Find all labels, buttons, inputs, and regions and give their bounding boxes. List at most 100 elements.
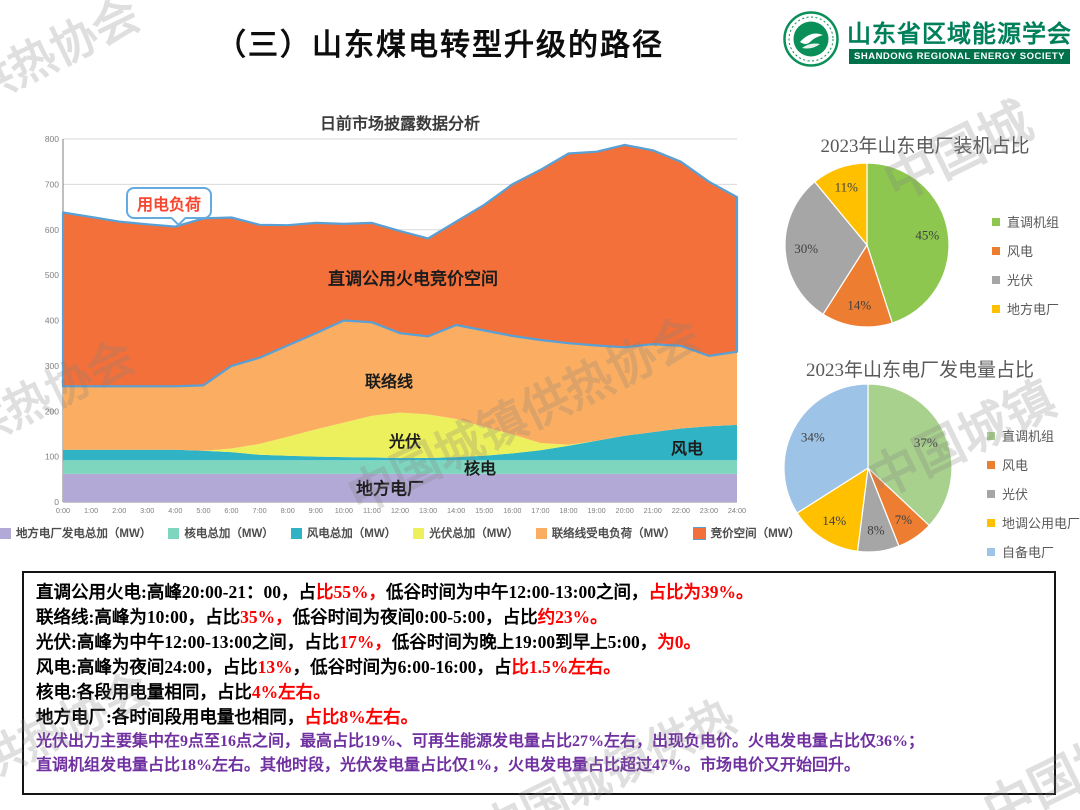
pie-legend-swatch [992, 246, 1000, 255]
pie-legend-label: 光伏 [1002, 487, 1029, 502]
pie-slice [866, 162, 950, 324]
society-logo: 山东省区域能源学会 SHANDONG REGIONAL ENERGY SOCIE… [782, 10, 1072, 68]
pie-data-label: 8% [867, 523, 885, 538]
pie-legend-item: 直调机组 [987, 426, 1080, 445]
pie-legend-swatch [987, 460, 995, 469]
pie-slice [796, 466, 869, 552]
x-tick-label: 23:00 [700, 506, 718, 515]
note-segment: ，低谷时间为6:00-16:00，占 [292, 657, 512, 677]
pie-legend-label: 地方电厂 [1007, 302, 1060, 317]
x-tick-label: 2:00 [112, 506, 126, 515]
area-label-solar: 光伏 [388, 434, 422, 451]
load-line [61, 143, 739, 388]
note-line: 风电:高峰为夜间24:00，占比13%，低谷时间为6:00-16:00，占比1.… [36, 655, 1042, 680]
x-tick-label: 19:00 [587, 506, 605, 515]
pie-legend-label: 直调机组 [1002, 429, 1055, 444]
x-tick-label: 13:00 [419, 506, 437, 515]
note-segment: 低谷时间为中午12:00-13:00之间， [385, 582, 649, 602]
pie-legend-swatch [987, 547, 995, 556]
pie-legend-item: 风电 [992, 241, 1059, 260]
area-label-tie-line: 联络线 [364, 374, 414, 391]
note-segment: 比1.5%左右。 [511, 657, 621, 677]
society-name-en: SHANDONG REGIONAL ENERGY SOCIETY [849, 49, 1070, 64]
area-series [63, 424, 737, 461]
pie-data-label: 34% [801, 430, 825, 445]
pie-legend-label: 直调机组 [1007, 215, 1060, 230]
area-label-wind: 风电 [670, 441, 704, 458]
note-segment: 13% [257, 657, 293, 677]
note-segment: 低谷时间为晚上19:00到早上5:00， [391, 632, 658, 652]
x-tick-label: 11:00 [363, 506, 381, 515]
x-tick-label: 24:00 [728, 506, 746, 515]
generation-share-pie-chart: 37% 7% 8% 14% 34% [783, 383, 953, 553]
y-tick-label: 500 [45, 270, 59, 280]
x-tick-label: 15:00 [475, 506, 493, 515]
x-tick-label: 17:00 [531, 506, 549, 515]
pie-data-label: 30% [794, 241, 818, 256]
x-tick-label: 3:00 [140, 506, 154, 515]
x-tick-label: 10:00 [335, 506, 353, 515]
note-segment: 地方电厂:各时间段用电量也相同， [36, 707, 305, 727]
area-label-nuclear: 核电 [463, 461, 497, 478]
y-tick-label: 300 [45, 361, 59, 371]
area-label-bidding-space: 直调公用火电竞价空间 [328, 269, 498, 289]
x-tick-label: 12:00 [391, 506, 409, 515]
pie-legend-item: 直调机组 [992, 212, 1059, 231]
pie-legend-item: 自备电厂 [987, 542, 1080, 561]
note-segment: 4%左右。 [251, 682, 331, 702]
legend-item: 联络线受电负荷（MW） [535, 525, 676, 541]
legend-swatch [692, 526, 706, 540]
pie-legend-item: 光伏 [987, 484, 1080, 503]
note-segment: 17%， [339, 632, 392, 652]
y-tick-label: 800 [45, 134, 59, 144]
y-tick-label: 0 [54, 497, 59, 507]
area-series [63, 320, 737, 451]
installed-capacity-pie-legend: 直调机组风电光伏地方电厂 [992, 212, 1059, 318]
pie-slice [822, 243, 894, 328]
note-segment: 光伏出力主要集中在9点至16点之间，最高占比19%、可再生能源发电量占比27%左… [36, 733, 925, 750]
x-tick-label: 7:00 [252, 506, 266, 515]
area-series [63, 144, 737, 387]
note-line: 地方电厂:各时间段用电量也相同，占比8%左右。 [36, 705, 1042, 730]
pie-legend-label: 光伏 [1007, 273, 1034, 288]
note-segment: 联络线:高峰为10:00，占比 [36, 607, 241, 627]
x-tick-label: 9:00 [309, 506, 323, 515]
pie-legend-swatch [992, 304, 1000, 313]
y-tick-label: 200 [45, 406, 59, 416]
note-line: 光伏:高峰为中午12:00-13:00之间，占比17%，低谷时间为晚上19:00… [36, 630, 1042, 655]
note-line: 光伏出力主要集中在9点至16点之间，最高占比19%、可再生能源发电量占比27%左… [36, 730, 1042, 754]
x-tick-label: 20:00 [616, 506, 634, 515]
y-tick-label: 600 [45, 225, 59, 235]
note-segment: 光伏:高峰为中午12:00-13:00之间，占比 [36, 632, 340, 652]
society-logo-text: 山东省区域能源学会 SHANDONG REGIONAL ENERGY SOCIE… [847, 14, 1072, 64]
pie-legend-item: 光伏 [992, 270, 1059, 289]
pie-legend-swatch [987, 431, 995, 440]
pie-slice [867, 383, 953, 527]
notes-box: 直调公用火电:高峰20:00-21：00，占比55%，低谷时间为中午12:00-… [22, 571, 1056, 795]
x-tick-label: 21:00 [644, 506, 662, 515]
note-segment: 风电:高峰为夜间24:00，占比 [36, 657, 258, 677]
y-tick-label: 400 [45, 316, 59, 326]
pie-data-label: 7% [895, 512, 913, 527]
area-series [63, 460, 737, 474]
note-line: 核电:各段用电量相同，占比4%左右。 [36, 680, 1042, 705]
note-segment: 直调公用火电:高峰20:00-21：00，占 [36, 582, 316, 602]
x-tick-label: 1:00 [84, 506, 98, 515]
area-series [63, 412, 737, 458]
generation-share-pie-legend: 直调机组风电光伏地调公用电厂 自备电厂 [987, 426, 1080, 561]
day-ahead-market-area-chart: 日前市场披露数据分析 0 100 200 300 400 500 600 700 800 0:00… [0, 105, 800, 555]
pie-legend-item: 风电 [987, 455, 1080, 474]
pie-legend-label: 自备电厂 [1002, 545, 1055, 560]
pie-legend-label: 地调公用电厂 [1002, 516, 1080, 531]
pie-data-label: 37% [914, 435, 938, 450]
x-tick-label: 18:00 [559, 506, 577, 515]
legend-label: 竞价空间（MW） [710, 528, 801, 540]
note-segment: 核电:各段用电量相同，占比 [36, 682, 252, 702]
society-name-cn: 山东省区域能源学会 [847, 22, 1072, 48]
legend-label: 联络线受电负荷（MW） [551, 528, 676, 540]
area-series [63, 473, 737, 502]
watermark-text: 供热协会 [0, 0, 148, 116]
legend-item: 核电总加（MW） [168, 525, 274, 541]
pie-legend-item: 地方电厂 [992, 299, 1059, 318]
